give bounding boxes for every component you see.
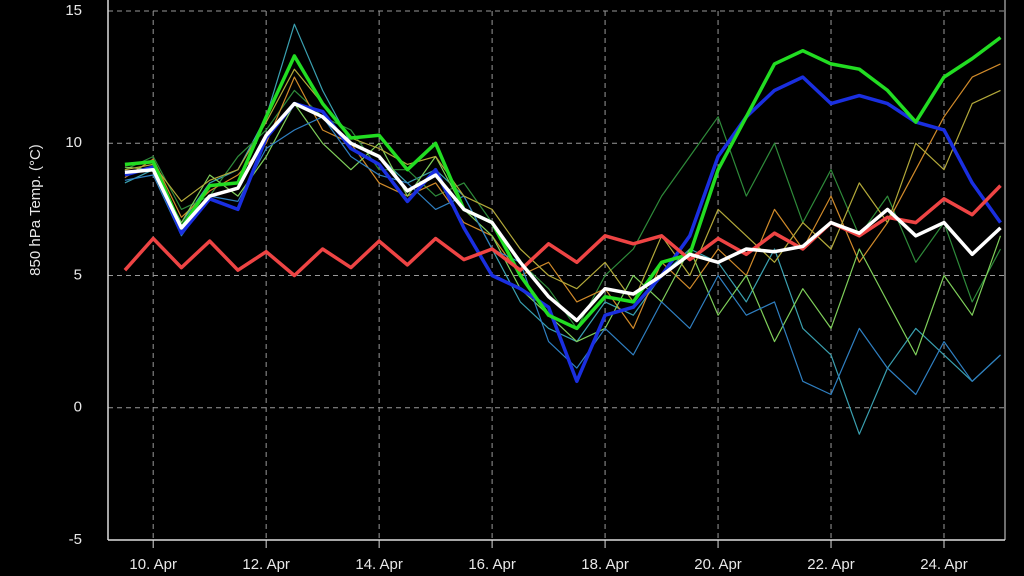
- x-tick-label: 10. Apr: [129, 556, 177, 573]
- y-tick-label: 0: [74, 399, 82, 416]
- series-line: [123, 184, 1002, 278]
- series-line: [124, 68, 1001, 303]
- x-tick-label: 20. Apr: [694, 556, 742, 573]
- series-line: [124, 101, 1002, 323]
- series-line: [124, 116, 1001, 396]
- x-tick-label: 16. Apr: [468, 556, 516, 573]
- y-tick-label: 5: [74, 266, 82, 283]
- y-tick-label: 15: [65, 2, 82, 19]
- x-tick-label: 18. Apr: [581, 556, 629, 573]
- x-tick-label: 12. Apr: [242, 556, 290, 573]
- series-line: [124, 103, 1002, 356]
- x-tick-label: 22. Apr: [807, 556, 855, 573]
- y-tick-label: 10: [65, 134, 82, 151]
- y-axis-label: 850 hPa Temp. (°C): [27, 144, 44, 276]
- series-line: [124, 36, 1002, 331]
- series-line: [124, 89, 1002, 329]
- x-tick-label: 14. Apr: [355, 556, 403, 573]
- y-tick-label: -5: [69, 531, 82, 548]
- series-line: [124, 23, 1001, 435]
- x-tick-label: 24. Apr: [920, 556, 968, 573]
